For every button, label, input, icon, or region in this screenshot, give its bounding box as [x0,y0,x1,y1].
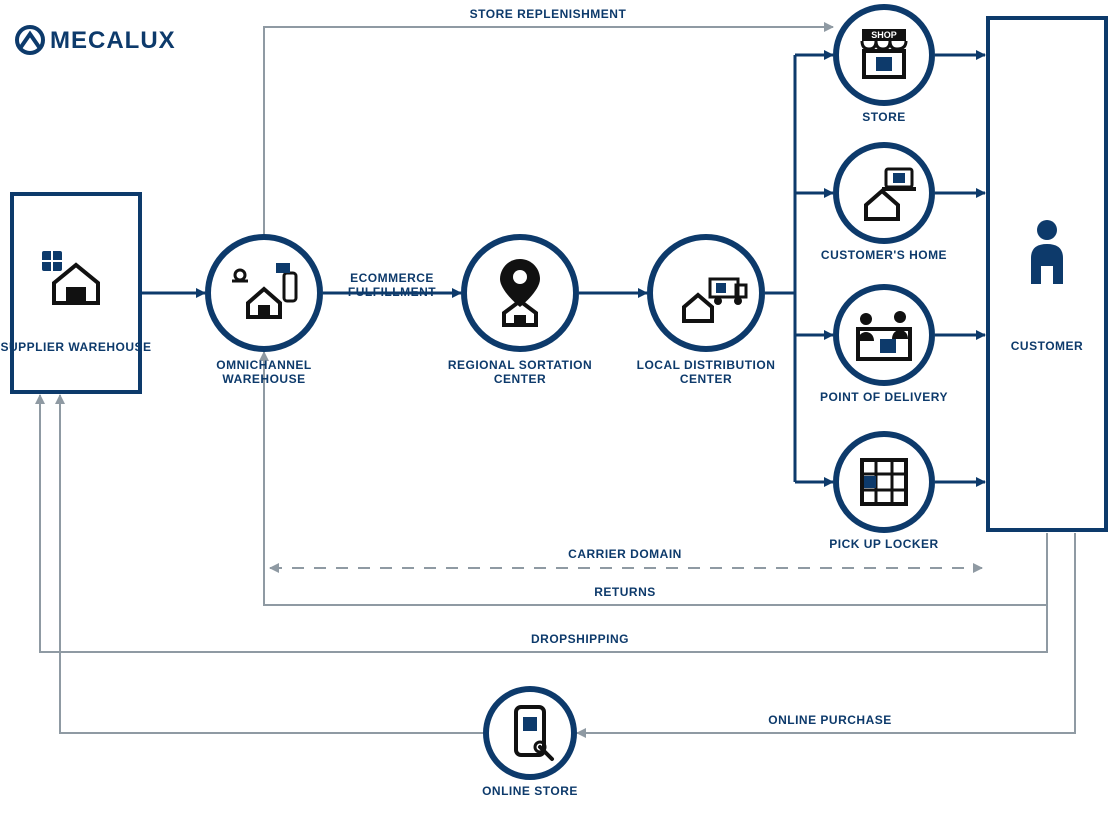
node-store: SHOP [836,7,932,103]
edge-label-dropshipping: DROPSHIPPING [531,632,629,646]
brand-name: MECALUX [50,27,176,54]
node-label-regional: REGIONAL SORTATION [448,358,592,372]
edge-label-online-purchase: ONLINE PURCHASE [768,713,892,727]
edge-label-returns: RETURNS [594,585,656,599]
node-label-store: STORE [862,110,906,124]
node-label-online: ONLINE STORE [482,784,578,798]
node-online [486,689,574,777]
node-locker [836,434,932,530]
brand-logo: MECALUX [17,27,176,54]
node-label-omni: WAREHOUSE [222,372,305,386]
node-omni [208,237,320,349]
edge-online-purchase [577,533,1075,733]
edge-label-omni-to-regional: FULFILLMENT [348,285,436,299]
edge-label-store-replenish: STORE REPLENISHMENT [470,7,627,21]
node-label-pod: POINT OF DELIVERY [820,390,948,404]
node-local [650,237,762,349]
node-pod [836,287,932,383]
node-label-omni: OMNICHANNEL [216,358,312,372]
node-label-local: LOCAL DISTRIBUTION [637,358,776,372]
node-regional [464,237,576,349]
node-customer [988,18,1106,530]
node-supplier [12,194,140,392]
node-label-home: CUSTOMER'S HOME [821,248,947,262]
edge-online-to-supplier [60,395,483,733]
node-label-regional: CENTER [494,372,546,386]
edge-label-omni-to-regional: ECOMMERCE [350,271,434,285]
node-label-supplier: SUPPLIER WAREHOUSE [0,340,151,354]
node-label-customer: CUSTOMER [1011,339,1083,353]
svg-text:SHOP: SHOP [871,30,897,40]
node-home [836,145,932,241]
node-label-locker: PICK UP LOCKER [829,537,938,551]
pin-house-icon [500,259,540,325]
edge-store-replenish [264,27,833,234]
node-label-local: CENTER [680,372,732,386]
edge-label-carrier-domain: CARRIER DOMAIN [568,547,682,561]
